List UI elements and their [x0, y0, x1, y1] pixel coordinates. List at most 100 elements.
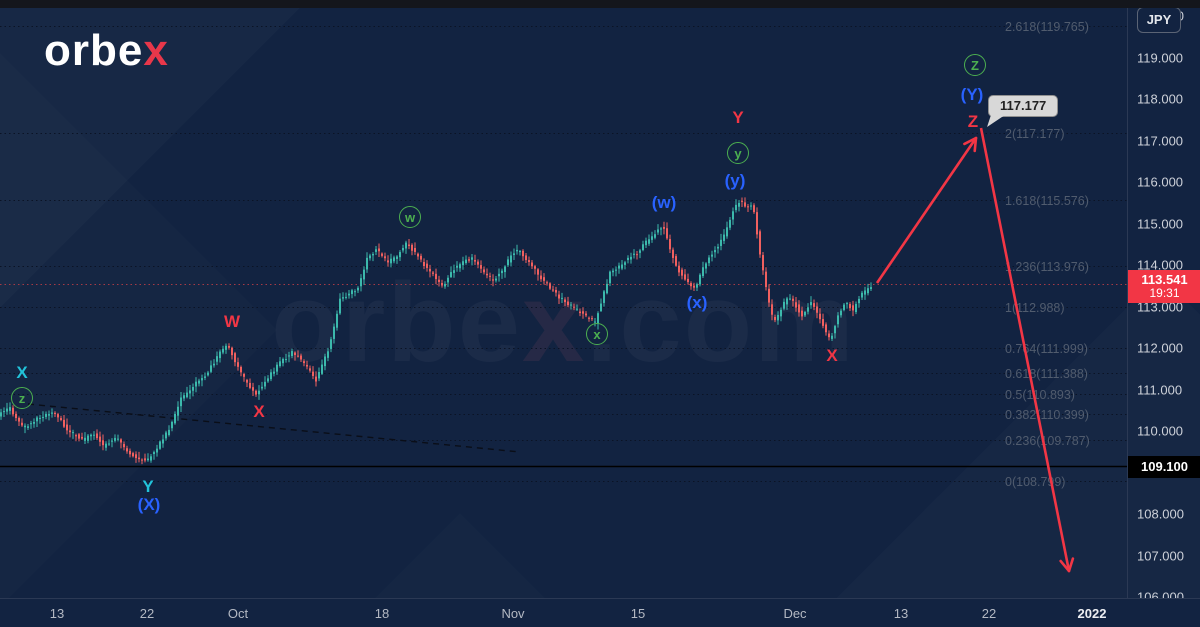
candle-body — [642, 244, 644, 251]
candle-body — [417, 253, 419, 257]
candle-body — [459, 264, 461, 269]
orbex-watermark: orbex.com — [271, 260, 856, 385]
candle-body — [267, 378, 269, 382]
candle-body — [429, 268, 431, 272]
symbol-badge[interactable]: JPY — [1137, 7, 1181, 33]
candle-body — [552, 289, 554, 291]
candle-body — [189, 390, 191, 394]
candle-body — [699, 274, 701, 285]
candle-body — [618, 265, 620, 269]
price-tick-label: 117.000 — [1137, 133, 1184, 148]
candle-body — [84, 437, 86, 441]
projection-arrow — [979, 127, 1071, 572]
price-tick-label: 119.000 — [1137, 50, 1184, 65]
candle-body — [63, 419, 65, 427]
candle-body — [165, 432, 167, 439]
candle-body — [114, 437, 116, 441]
candle-body — [645, 240, 647, 246]
candle-body — [651, 236, 653, 240]
time-tick-label: 22 — [981, 606, 997, 621]
candle-body — [813, 303, 815, 307]
candle-body — [474, 260, 476, 262]
time-tick-label: 18 — [374, 606, 390, 621]
candle-body — [99, 436, 101, 442]
candle-body — [159, 441, 161, 449]
candle-body — [720, 239, 722, 246]
candle-body — [855, 303, 857, 313]
wave-label-Y: Y — [732, 108, 744, 127]
candle-body — [51, 412, 53, 414]
candle-body — [87, 435, 89, 441]
candle-body — [291, 351, 293, 357]
candle-body — [66, 424, 68, 431]
wave-label-w: w — [399, 206, 421, 228]
candle-body — [555, 290, 557, 293]
candle-body — [762, 255, 764, 271]
candle-body — [402, 247, 404, 251]
candle-body — [198, 380, 200, 384]
wave-label-z: z — [11, 387, 33, 409]
candle-body — [111, 440, 113, 442]
candle-body — [432, 272, 434, 274]
candle-body — [153, 452, 155, 455]
candle-body — [705, 263, 707, 269]
projection-arrowhead — [1067, 557, 1075, 573]
candle-body — [336, 313, 338, 328]
time-tick-label: Nov — [501, 606, 525, 621]
current-price-badge: 113.541 19:31 — [1128, 270, 1200, 303]
fib-level-label: 0.382(110.399) — [1005, 408, 1089, 422]
candle-body — [228, 346, 230, 348]
candle-body — [102, 440, 104, 446]
candle-body — [246, 379, 248, 383]
candle-body — [759, 231, 761, 255]
candle-body — [408, 244, 410, 247]
price-tick-label: 106.000 — [1137, 589, 1184, 599]
candle-body — [36, 417, 38, 422]
projection-arrowhead — [973, 136, 978, 153]
candle-body — [324, 356, 326, 367]
candle-body — [450, 272, 452, 278]
candle-body — [525, 255, 527, 261]
wave-label-X: (X) — [137, 495, 161, 514]
candle-body — [162, 439, 164, 444]
candle-body — [639, 250, 641, 253]
candle-body — [201, 378, 203, 381]
candle-body — [480, 265, 482, 269]
time-tick-label: 22 — [139, 606, 155, 621]
fib-level-label: 0.618(111.388) — [1005, 367, 1088, 381]
candle-body — [498, 273, 500, 277]
candle-body — [129, 450, 131, 455]
candle-body — [348, 293, 350, 296]
candle-body — [12, 407, 14, 415]
candle-body — [117, 438, 119, 440]
candle-body — [846, 303, 848, 305]
candle-body — [126, 448, 128, 452]
candle-body — [213, 363, 215, 366]
candle-body — [669, 239, 671, 250]
candle-body — [177, 406, 179, 416]
candlestick-chart-canvas[interactable]: 2.618(119.765) 2(117.177) 1.618(115.576) 1.… — [0, 0, 1127, 598]
candle-body — [303, 361, 305, 364]
candle-body — [861, 292, 863, 298]
candle-body — [360, 278, 362, 287]
candle-body — [798, 304, 800, 313]
time-tick-label: 2022 — [1077, 606, 1107, 621]
candle-body — [507, 259, 509, 266]
candle-body — [522, 250, 524, 257]
time-axis[interactable]: 13 22 Oct 18 Nov 15 Dec 13 22 2022 — [0, 598, 1200, 627]
candle-body — [531, 262, 533, 267]
candle-body — [774, 316, 776, 321]
candle-body — [288, 355, 290, 357]
candle-body — [750, 205, 752, 207]
candle-body — [33, 421, 35, 424]
candle-body — [693, 285, 695, 288]
candle-body — [516, 249, 518, 252]
candle-body — [717, 246, 719, 249]
candle-body — [240, 366, 242, 373]
price-axis[interactable]: 120.000119.000118.000117.000116.000115.0… — [1127, 0, 1200, 598]
candle-body — [447, 277, 449, 283]
candle-body — [714, 250, 716, 253]
candle-body — [510, 255, 512, 263]
wave-label-X: X — [16, 363, 28, 382]
